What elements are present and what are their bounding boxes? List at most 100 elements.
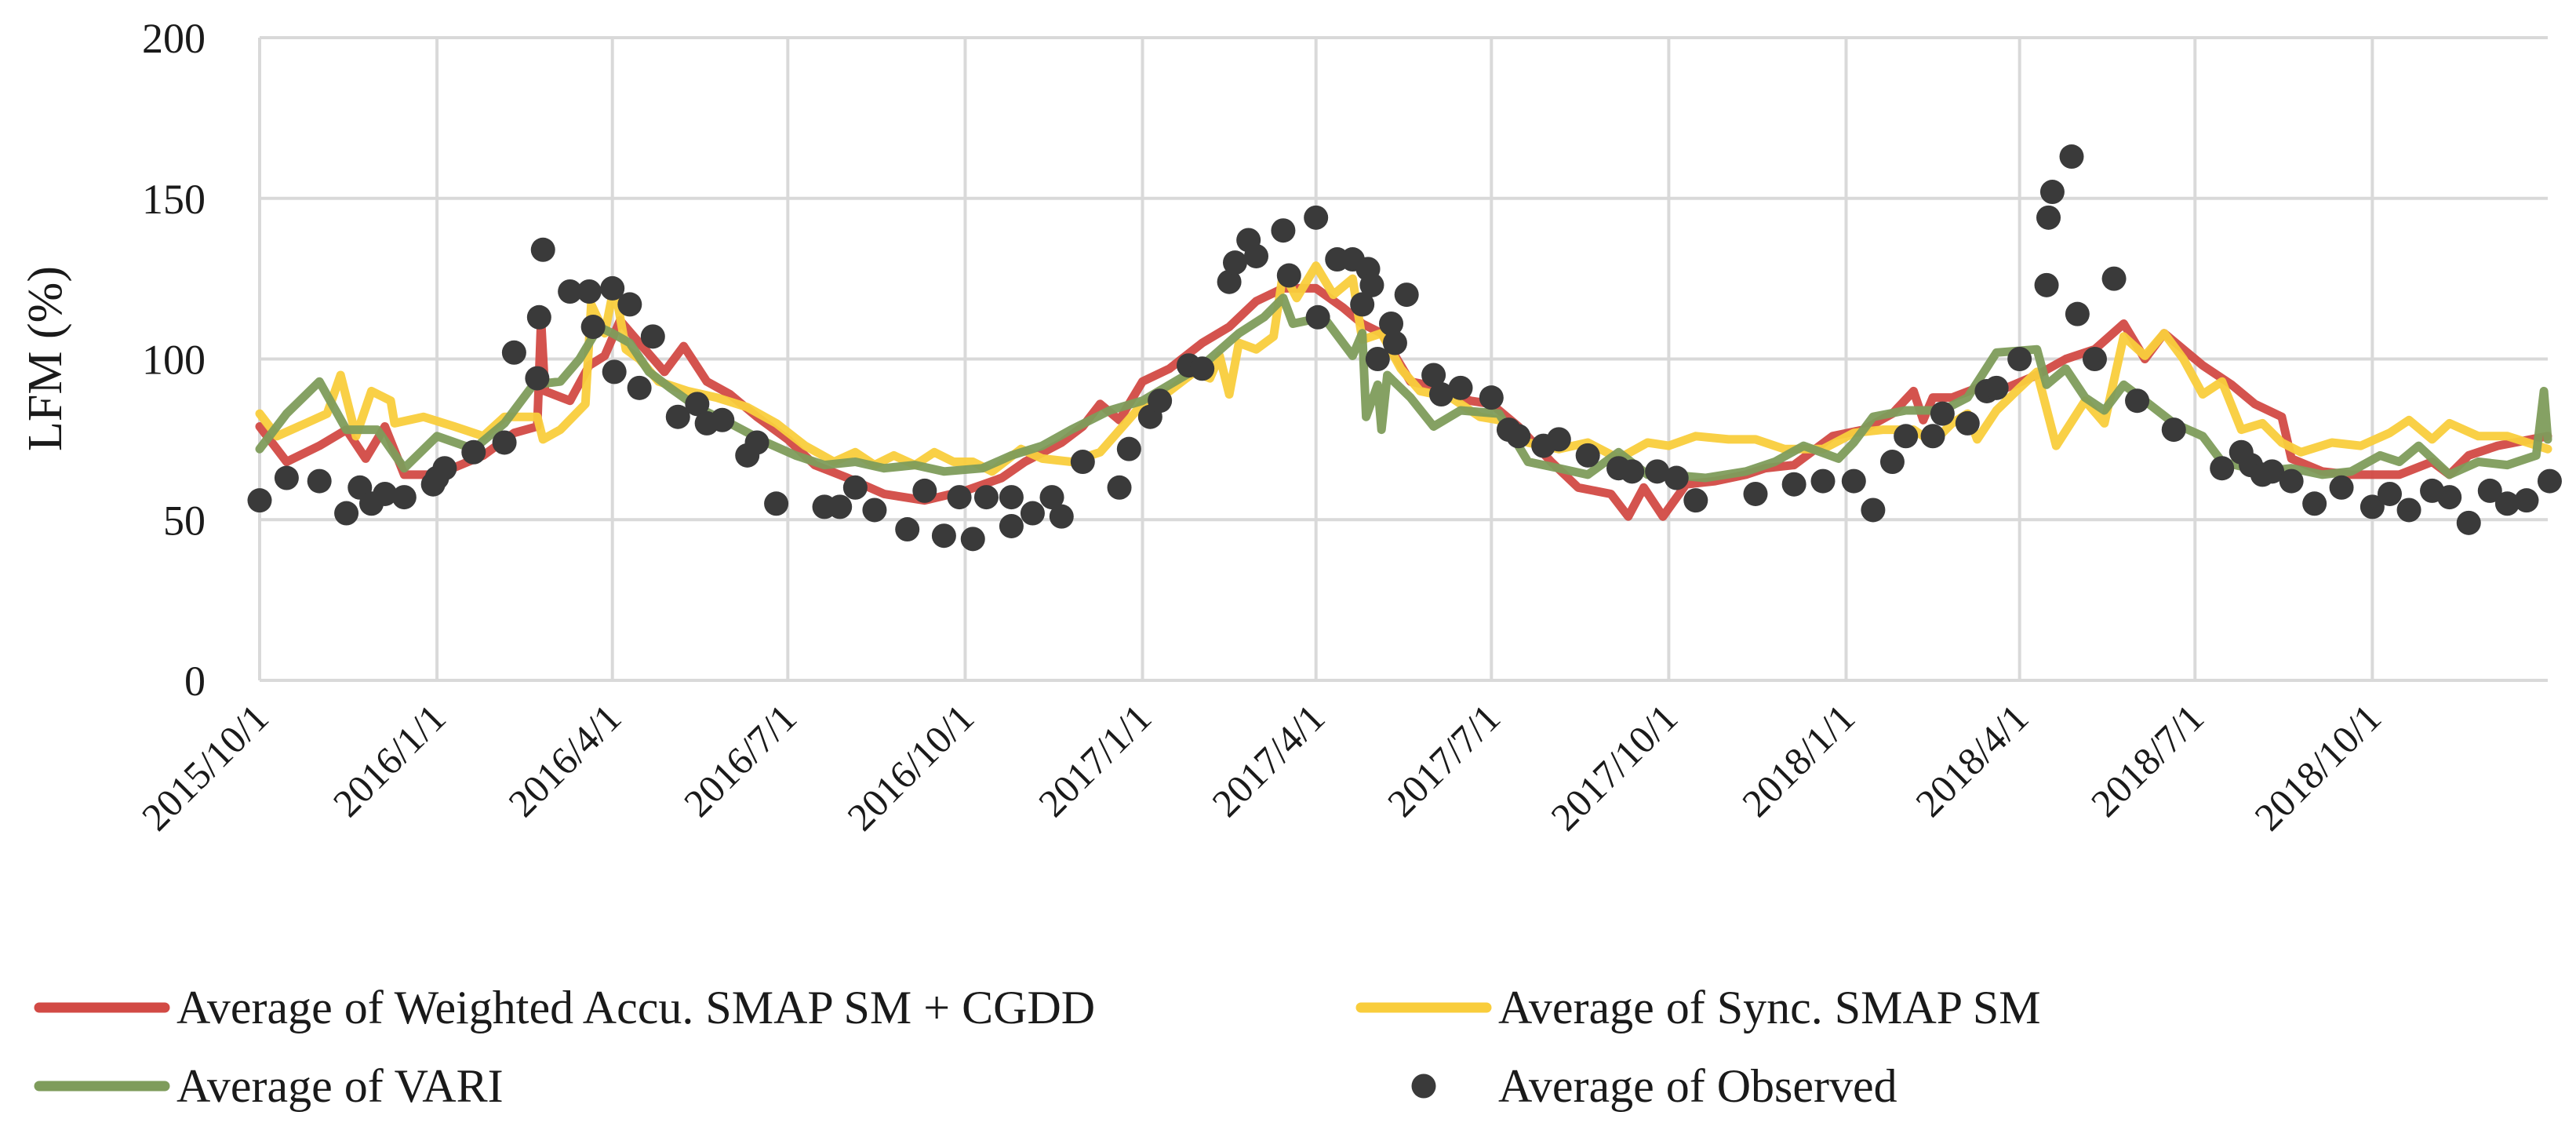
legend-swatch-3 [1411, 1074, 1436, 1099]
observed-point [2377, 481, 2402, 506]
observed-point [1382, 330, 1407, 355]
observed-point [665, 404, 690, 429]
observed-point [492, 430, 517, 455]
legend-label-1: Average of Sync. SMAP SM [1498, 982, 2041, 1033]
observed-point [1620, 459, 1645, 484]
observed-point [580, 315, 606, 340]
observed-point [617, 292, 642, 317]
observed-point [1222, 250, 1247, 275]
observed-point [2210, 456, 2235, 481]
observed-point [1930, 401, 1955, 426]
observed-point [2329, 475, 2354, 500]
x-tick-label: 2018/4/1 [1907, 695, 2036, 825]
observed-point [1894, 424, 1919, 449]
observed-point [828, 494, 853, 519]
y-tick-label: 150 [142, 176, 206, 223]
observed-point [1276, 263, 1301, 288]
observed-point [307, 468, 332, 494]
observed-point [1448, 375, 1473, 400]
observed-point [1920, 424, 1945, 449]
x-tick-label: 2018/7/1 [2083, 695, 2212, 825]
observed-point [2036, 205, 2061, 230]
observed-point [1879, 450, 1905, 475]
observed-point [1479, 385, 1504, 410]
observed-point [1271, 218, 1296, 243]
observed-point [2477, 478, 2502, 503]
observed-point [1743, 481, 1768, 506]
observed-point [2260, 459, 2285, 484]
observed-point [1664, 465, 1689, 490]
observed-point [1506, 424, 1531, 449]
observed-point [1107, 475, 1132, 500]
observed-point [247, 488, 272, 513]
legend-label-3: Average of Observed [1498, 1060, 1897, 1112]
observed-point [1350, 292, 1375, 317]
observed-points [247, 144, 2562, 552]
observed-point [2101, 266, 2127, 291]
observed-point [1070, 450, 1095, 475]
observed-point [525, 366, 550, 391]
observed-point [2437, 485, 2462, 510]
observed-point [999, 513, 1024, 538]
observed-point [373, 481, 398, 506]
observed-point [2007, 347, 2032, 371]
observed-point [1148, 388, 1173, 414]
observed-point [2302, 491, 2327, 516]
observed-point [1546, 427, 1571, 452]
observed-point [2059, 144, 2084, 170]
observed-point [2161, 417, 2186, 443]
observed-point [577, 279, 602, 304]
observed-point [1304, 205, 1329, 230]
observed-point [2537, 468, 2562, 494]
x-tick-label: 2015/10/1 [133, 695, 277, 839]
observed-point [1955, 410, 1980, 436]
observed-point [960, 527, 985, 552]
observed-point [2396, 498, 2421, 523]
x-tick-label: 2016/7/1 [675, 695, 805, 825]
observed-point [2456, 510, 2481, 535]
y-tick-label: 0 [184, 658, 206, 705]
observed-point [1049, 504, 1074, 529]
observed-point [2039, 180, 2065, 205]
observed-point [2125, 388, 2150, 414]
observed-point [1359, 272, 1384, 297]
legend-label-2: Average of VARI [176, 1060, 504, 1112]
observed-point [2360, 494, 2385, 519]
observed-point [602, 359, 627, 385]
observed-point [1116, 436, 1141, 461]
observed-point [432, 456, 457, 481]
observed-point [501, 340, 526, 365]
x-tick-label: 2016/10/1 [839, 695, 982, 839]
x-tick-label: 2017/4/1 [1203, 695, 1333, 825]
observed-point [2494, 491, 2520, 516]
observed-point [1645, 459, 1670, 484]
y-tick-label: 100 [142, 337, 206, 384]
observed-point [2082, 347, 2107, 371]
observed-point [1810, 468, 1836, 494]
observed-point [2065, 301, 2090, 326]
observed-point [600, 275, 625, 301]
observed-point [558, 279, 583, 304]
observed-point [1190, 356, 1215, 381]
series-line-1 [255, 261, 2552, 476]
observed-point [1020, 501, 1045, 526]
observed-point [764, 491, 789, 516]
observed-point [1683, 488, 1708, 513]
y-axis-title: LFM (%) [19, 266, 72, 451]
observed-point [862, 498, 887, 523]
observed-point [627, 375, 652, 400]
observed-point [1365, 347, 1390, 371]
x-tick-label: 2018/1/1 [1734, 695, 1863, 825]
observed-point [685, 392, 710, 417]
observed-point [1244, 243, 1269, 268]
observed-point [973, 485, 999, 510]
observed-point [334, 501, 359, 526]
observed-point [391, 485, 417, 510]
observed-point [947, 485, 972, 510]
observed-point [912, 478, 937, 503]
legend: Average of Weighted Accu. SMAP SM + CGDD… [34, 982, 2041, 1112]
observed-point [1575, 443, 1600, 468]
y-tick-label: 50 [163, 497, 206, 544]
observed-point [2514, 488, 2539, 513]
